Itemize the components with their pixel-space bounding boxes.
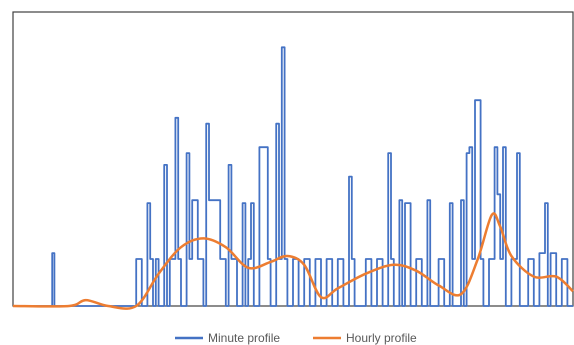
series-line-hourly-profile <box>12 212 574 310</box>
legend-item-minute: Minute profile <box>175 331 280 345</box>
series-line-minute-profile <box>13 46 573 307</box>
legend: Minute profile Hourly profile <box>175 331 417 345</box>
series-layer <box>12 46 574 310</box>
legend-label-minute: Minute profile <box>208 331 280 345</box>
legend-label-hourly: Hourly profile <box>346 331 417 345</box>
legend-item-hourly: Hourly profile <box>313 331 417 345</box>
